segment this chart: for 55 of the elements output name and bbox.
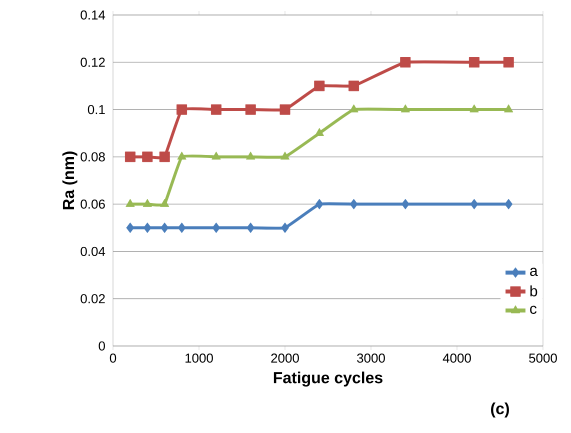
- y-tick-label: 0.06: [80, 200, 105, 209]
- point: [348, 80, 360, 92]
- point: [350, 198, 358, 210]
- point: [468, 57, 480, 68]
- y-tick-label: 0.08: [80, 152, 105, 162]
- point: [160, 198, 170, 207]
- point: [246, 152, 256, 160]
- y-tick-label: 0.12: [80, 58, 105, 67]
- point: [470, 104, 479, 112]
- point: [280, 104, 290, 115]
- point: [143, 222, 152, 234]
- point: [281, 222, 289, 234]
- point: [315, 198, 324, 210]
- point: [503, 57, 514, 68]
- x-tick-label: 3000: [357, 354, 385, 363]
- point: [314, 128, 324, 136]
- point: [314, 80, 325, 92]
- point: [160, 222, 169, 234]
- point: [159, 152, 170, 162]
- point: [401, 198, 410, 210]
- point: [176, 104, 188, 115]
- y-tick-label: 0.1: [88, 104, 105, 114]
- y-tick-label: 0: [98, 341, 105, 351]
- point: [142, 198, 152, 207]
- x-tick-label: 2000: [271, 354, 299, 363]
- point: [210, 104, 222, 115]
- point: [212, 222, 220, 234]
- legend-label: c: [530, 306, 537, 314]
- x-tick-label: 0: [110, 354, 116, 363]
- point: [212, 152, 221, 160]
- point: [126, 222, 134, 234]
- point: [470, 198, 478, 210]
- legend-label: b: [530, 285, 538, 296]
- point: [142, 152, 153, 162]
- x-tick-label: 1000: [186, 354, 213, 363]
- point: [245, 104, 256, 115]
- text: (c): [491, 402, 509, 418]
- y-tick-label: 0.04: [80, 246, 106, 256]
- point: [177, 152, 186, 160]
- point: [124, 152, 136, 162]
- y-tick-label: 0.14: [80, 10, 106, 20]
- point: [246, 222, 255, 234]
- point: [504, 198, 513, 210]
- point: [400, 104, 410, 112]
- x-tick-label: 4000: [442, 354, 471, 363]
- point: [504, 104, 514, 112]
- x-tick-label: 5000: [529, 354, 557, 363]
- legend-label: a: [530, 268, 538, 276]
- x-axis-title: Fatigue cycles: [274, 372, 382, 387]
- y-tick-label: 0.02: [80, 294, 105, 304]
- point: [178, 222, 186, 234]
- y-axis-title: Ra (nm): [62, 152, 78, 210]
- point: [126, 198, 135, 207]
- point: [400, 57, 411, 68]
- point: [280, 152, 290, 160]
